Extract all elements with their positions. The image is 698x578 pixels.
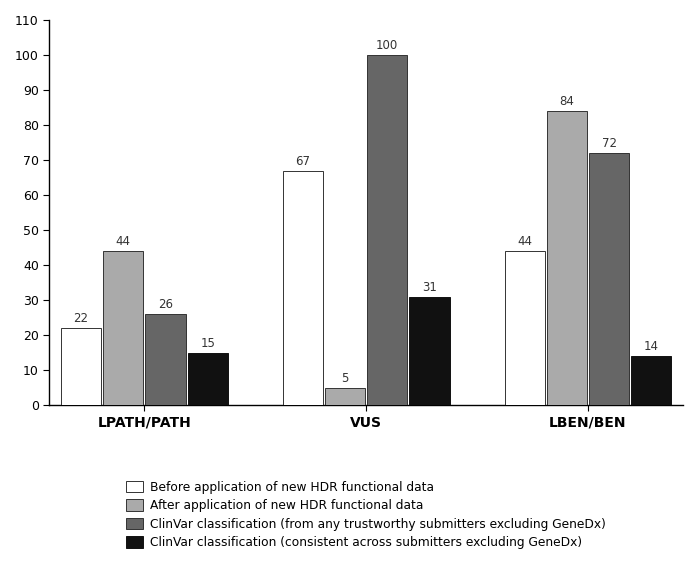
Bar (103, 251, 143, 405)
Text: 67: 67 (295, 155, 311, 168)
Bar (61, 328, 101, 405)
Text: 44: 44 (116, 235, 131, 249)
Legend: Before application of new HDR functional data, After application of new HDR func: Before application of new HDR functional… (122, 477, 610, 553)
Bar (325, 388, 365, 405)
Text: 22: 22 (73, 313, 89, 325)
Bar (188, 353, 228, 405)
Text: 14: 14 (644, 340, 659, 354)
Text: 15: 15 (200, 337, 215, 350)
Text: 84: 84 (559, 95, 574, 108)
Bar (505, 251, 544, 405)
Text: 31: 31 (422, 281, 437, 294)
Bar (547, 111, 587, 405)
Bar (145, 314, 186, 405)
Bar (367, 55, 408, 405)
Bar (631, 356, 671, 405)
Bar (283, 171, 323, 405)
Text: 100: 100 (376, 39, 399, 52)
Text: 26: 26 (158, 298, 173, 312)
Text: 5: 5 (341, 372, 349, 385)
Bar (410, 297, 450, 405)
Text: 44: 44 (517, 235, 532, 249)
Bar (589, 153, 629, 405)
Text: 72: 72 (602, 138, 616, 150)
